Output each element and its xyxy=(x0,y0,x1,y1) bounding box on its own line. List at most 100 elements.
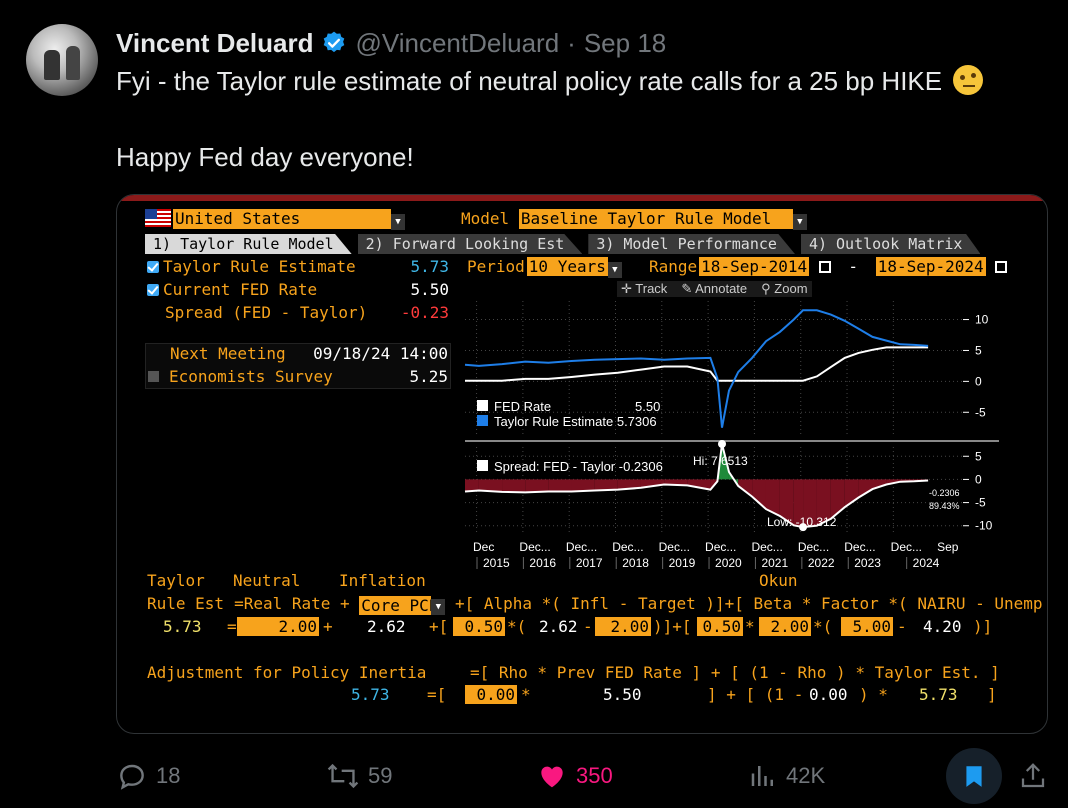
y-tick-label: -10 xyxy=(975,519,993,533)
share-button[interactable] xyxy=(1018,756,1048,796)
dropdown-arrow-icon[interactable]: ▼ xyxy=(391,214,405,230)
checkbox-icon[interactable] xyxy=(147,261,159,273)
dropdown-arrow-icon[interactable]: ▼ xyxy=(792,214,807,230)
x-tick-label: 2016 xyxy=(529,556,556,570)
range-end-field[interactable]: 18-Sep-2024 xyxy=(875,257,986,276)
series-line xyxy=(465,346,929,382)
heart-icon xyxy=(541,766,563,788)
repost-button[interactable]: 59 xyxy=(326,756,392,796)
bookmark-button[interactable] xyxy=(946,748,1002,804)
x-tick-label: Dec... xyxy=(705,540,736,554)
repost-icon xyxy=(327,763,359,789)
formula-term: Okun xyxy=(759,571,798,590)
tab-forward-looking-est[interactable]: 2) Forward Looking Est xyxy=(357,234,583,254)
next-meeting-label: Next Meeting xyxy=(170,344,286,363)
core-pce-field[interactable]: Core PCE xyxy=(359,596,432,615)
infl-value: 2.62 xyxy=(539,617,578,636)
x-tick-label: Dec xyxy=(473,540,494,554)
x-tick-label: Dec... xyxy=(891,540,922,554)
factor-field[interactable]: 2.00 xyxy=(759,617,811,636)
chart-toolbar: ✛ Track ✎ Annotate ⚲ Zoom xyxy=(617,281,812,297)
tab-outlook-matrix[interactable]: 4) Outlook Matrix xyxy=(800,234,981,254)
like-button[interactable]: 350 xyxy=(536,756,613,796)
spread-segment xyxy=(872,479,887,490)
tweet-media-image[interactable]: United States ▼ Model Baseline Taylor Rul… xyxy=(116,194,1048,734)
avatar[interactable] xyxy=(26,24,98,96)
period-field[interactable]: 10 Years xyxy=(526,257,608,276)
spread-line xyxy=(464,443,929,529)
meeting-panel: Next Meeting 09/18/24 14:00 Economists S… xyxy=(145,343,451,389)
avatar-figure xyxy=(44,50,60,80)
tab-taylor-rule-model[interactable]: 1) Taylor Rule Model xyxy=(145,234,352,254)
track-button[interactable]: ✛ Track xyxy=(621,281,668,296)
range-start-field[interactable]: 18-Sep-2014 xyxy=(699,257,810,276)
author-name[interactable]: Vincent Deluard xyxy=(116,27,314,58)
bottom-y-axis: 5 0 -5 -10 xyxy=(963,449,993,533)
country-field[interactable]: United States xyxy=(173,209,391,229)
spread-segment xyxy=(858,479,873,498)
views-button[interactable]: 42K xyxy=(748,756,825,796)
bookmark-icon xyxy=(966,766,982,787)
views-count: 42K xyxy=(786,763,826,788)
zoom-button[interactable]: ⚲ Zoom xyxy=(761,281,808,296)
country-selector[interactable]: United States ▼ xyxy=(145,209,405,230)
formula-row: Rule Est =Real Rate + Core PCE▼ +[ Alpha … xyxy=(147,594,1047,615)
tweet-actions: 18 59 350 42K xyxy=(116,748,1048,804)
stat-row[interactable]: Taylor Rule Estimate 5.73 xyxy=(147,257,451,280)
survey-row[interactable]: Economists Survey 5.25 xyxy=(146,367,450,390)
nairu-field[interactable]: 5.00 xyxy=(841,617,893,636)
dropdown-arrow-icon[interactable]: ▼ xyxy=(607,262,622,278)
x-tick-label: Dec... xyxy=(844,540,875,554)
legend-value: 5.50 xyxy=(635,399,661,414)
calendar-icon[interactable] xyxy=(995,261,1008,273)
alpha-field[interactable]: 0.50 xyxy=(453,617,505,636)
formula-term: Taylor xyxy=(147,571,205,590)
inertia-values-row: 5.73 =[ 0.00 * 5.50 ] + [ (1 - 0.00 ) * … xyxy=(351,685,997,704)
x-tick-label: 2022 xyxy=(808,556,835,570)
inertia-label: Adjustment for Policy Inertia xyxy=(147,663,427,682)
tweet-text-line: Fyi - the Taylor rule estimate of neutra… xyxy=(116,66,943,96)
x-tick-label: 2020 xyxy=(715,556,742,570)
beta-field[interactable]: 0.50 xyxy=(697,617,743,636)
bloomberg-terminal: United States ▼ Model Baseline Taylor Rul… xyxy=(117,195,1048,734)
survey-toggle-icon[interactable] xyxy=(148,371,159,382)
reply-icon xyxy=(120,764,144,790)
tweet-date[interactable]: Sep 18 xyxy=(583,27,667,58)
series-line xyxy=(464,309,929,428)
spread-segment xyxy=(617,479,641,490)
neutral-rate-field[interactable]: 2.00 xyxy=(237,617,319,636)
author-handle[interactable]: @VincentDeluard xyxy=(355,27,560,58)
separator-dot: · xyxy=(567,27,576,58)
chart-area[interactable]: 10 5 0 -5 5 0 -5 -10 Dec Dec... Dec... Dec... Dec.… xyxy=(117,195,1048,734)
stat-value: -0.23 xyxy=(400,303,449,322)
inertia-value: 5.73 xyxy=(351,685,390,704)
x-tick-label: 2019 xyxy=(669,556,696,570)
spread-segment xyxy=(765,479,780,517)
model-field[interactable]: Baseline Taylor Rule Model xyxy=(518,209,793,229)
target-field[interactable]: 2.00 xyxy=(595,617,651,636)
legend-label: Spread: FED - Taylor xyxy=(494,459,616,474)
tab-model-performance[interactable]: 3) Model Performance xyxy=(588,234,795,254)
reply-button[interactable]: 18 xyxy=(116,756,180,796)
checkbox-icon[interactable] xyxy=(147,284,159,296)
calendar-icon[interactable] xyxy=(818,261,831,273)
verified-badge-icon xyxy=(324,31,345,53)
formula-term: Inflation xyxy=(339,571,426,590)
prev-fed-value: 5.50 xyxy=(603,685,642,704)
legend-swatch xyxy=(477,400,488,411)
period-selector[interactable]: Period 10 Years ▼ xyxy=(467,257,622,278)
views-chart-icon xyxy=(751,766,773,786)
stat-label: Spread (FED - Taylor) xyxy=(165,303,368,322)
model-selector[interactable]: Model Baseline Taylor Rule Model ▼ xyxy=(461,209,807,230)
us-flag-icon xyxy=(145,209,171,227)
rho-field[interactable]: 0.00 xyxy=(465,685,517,704)
annotate-button[interactable]: ✎ Annotate xyxy=(681,281,748,296)
x-axis: Dec Dec... Dec... Dec... Dec... Dec... Dec... D… xyxy=(473,540,959,570)
spread-segment xyxy=(478,479,503,492)
formula-values-row: 5.73 = 2.00 + 2.62 +[ 0.50 *( 2.62 - 2.0… xyxy=(163,617,993,636)
share-icon xyxy=(1021,763,1045,788)
reply-count: 18 xyxy=(156,763,181,788)
stat-row[interactable]: Current FED Rate 5.50 xyxy=(147,280,451,303)
dropdown-arrow-icon[interactable]: ▼ xyxy=(431,599,446,615)
spread-pct-label: 89.43% xyxy=(929,501,960,511)
